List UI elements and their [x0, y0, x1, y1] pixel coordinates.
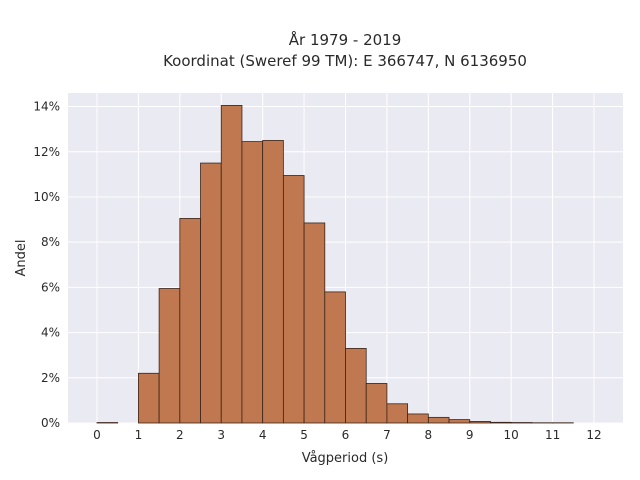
x-tick-label: 6	[342, 428, 350, 442]
y-tick-label: 12%	[33, 145, 60, 159]
x-tick-label: 5	[300, 428, 308, 442]
x-tick-label: 4	[259, 428, 267, 442]
y-tick-label: 10%	[33, 190, 60, 204]
histogram-bar-7	[262, 140, 284, 424]
x-tick-label: 7	[383, 428, 391, 442]
chart-title-line-1: År 1979 - 2019	[289, 30, 402, 49]
chart-title-line-2: Koordinat (Sweref 99 TM): E 366747, N 61…	[163, 52, 527, 70]
x-tick-label: 1	[135, 428, 143, 442]
histogram-bar-4	[200, 162, 222, 424]
x-tick-label: 8	[425, 428, 433, 442]
x-axis-label: Vågperiod (s)	[302, 451, 389, 466]
histogram-bar-2	[158, 288, 181, 424]
x-tick-label: 3	[217, 428, 225, 442]
y-tick-label: 4%	[41, 326, 60, 340]
histogram-bar-18	[490, 421, 512, 424]
histogram-bar-16	[448, 419, 471, 424]
histogram-bar-11	[345, 348, 367, 424]
y-tick-label: 2%	[41, 371, 60, 385]
histogram-bar-17	[469, 421, 491, 424]
y-tick-label: 14%	[33, 100, 60, 114]
x-tick-labels: 0 1 2 3 4 5 6 7 8 9 10 11 12	[93, 428, 601, 442]
y-tick-label: 8%	[41, 235, 60, 249]
histogram-bar-1	[138, 372, 160, 424]
y-tick-label: 6%	[41, 280, 60, 294]
x-tick-label: 10	[504, 428, 519, 442]
histogram-bar-15	[427, 416, 450, 424]
histogram-bar-3	[179, 218, 201, 424]
histogram-bar-6	[241, 141, 264, 424]
x-tick-label: 11	[545, 428, 560, 442]
x-tick-label: 2	[176, 428, 184, 442]
histogram-bars	[96, 105, 574, 424]
histogram-bar-13	[386, 403, 409, 424]
x-tick-label: 12	[586, 428, 601, 442]
histogram-bar-8	[282, 175, 305, 424]
y-tick-label: 0%	[41, 416, 60, 430]
histogram-bar-14	[407, 413, 429, 424]
y-tick-labels: 0% 2% 4% 6% 8% 10% 12% 14%	[33, 100, 60, 430]
histogram-bar-10	[324, 291, 346, 424]
histogram-bar-5	[220, 105, 243, 424]
histogram-bar-12	[365, 383, 388, 424]
y-axis-label: Andel	[14, 240, 29, 277]
histogram-bar-9	[303, 222, 326, 424]
x-tick-label: 0	[93, 428, 101, 442]
x-tick-label: 9	[466, 428, 474, 442]
